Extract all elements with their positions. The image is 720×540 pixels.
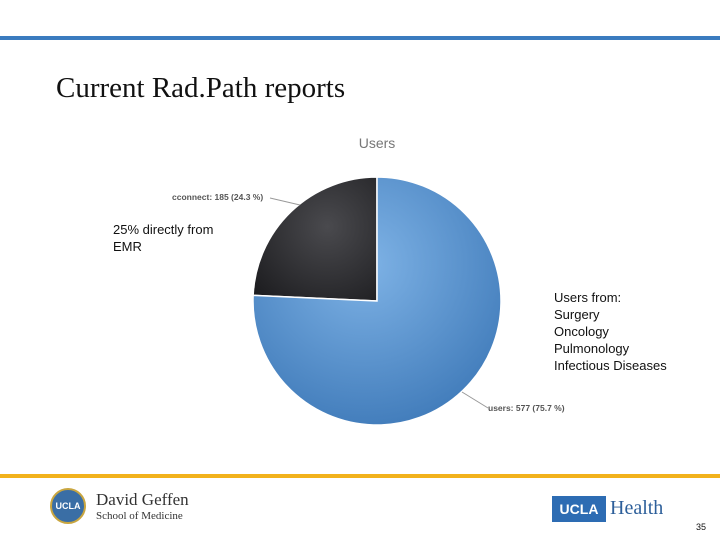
slice-label-cconnect: cconnect: 185 (24.3 %) — [172, 192, 263, 202]
slice-leader-users — [461, 391, 489, 409]
slice-label-users: users: 577 (75.7 %) — [488, 403, 565, 413]
chart-title: Users — [359, 135, 396, 151]
health-word: Health — [610, 497, 664, 519]
bottom-accent-rule — [0, 474, 720, 478]
pie-slice-users — [252, 176, 502, 426]
page-number: 35 — [696, 522, 707, 532]
ucla-seal-icon: UCLA — [50, 488, 86, 524]
slide-title: Current Rad.Path reports — [56, 72, 346, 104]
school-name: David Geffen — [96, 490, 189, 509]
school-subtitle: School of Medicine — [96, 510, 183, 522]
top-accent-rule — [0, 36, 720, 40]
david-geffen-logo: UCLA David Geffen School of Medicine — [50, 488, 210, 528]
slice-leader-cconnect — [269, 197, 301, 206]
note-users-from: Users from: Surgery Oncology Pulmonology… — [554, 290, 667, 373]
note-emr: 25% directly from EMR — [113, 222, 214, 254]
ucla-box: UCLA — [552, 496, 606, 522]
pie-slice-cconnect — [252, 176, 378, 302]
